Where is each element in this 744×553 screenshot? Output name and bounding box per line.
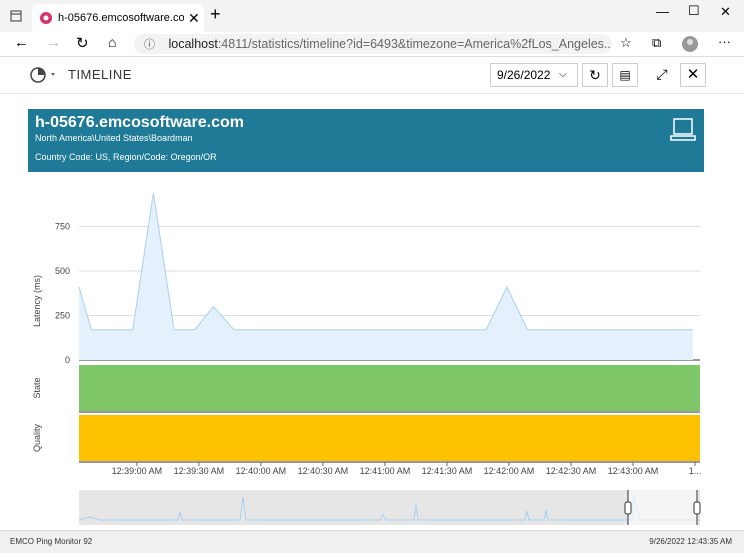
x-tick-label: 12:39:30 AM	[174, 466, 225, 476]
menu[interactable]: ···	[718, 34, 731, 49]
y-tick-label: 250	[55, 311, 70, 321]
y-tick-label: 500	[55, 266, 70, 276]
x-tick-label: 12:40:00 AM	[236, 466, 287, 476]
x-tick-label: 12:43:00 AM	[608, 466, 659, 476]
y-axis-label: Latency (ms)	[32, 275, 42, 327]
chart: 0 250 500 750 Latency (ms) State Quality 12:39:…	[32, 192, 702, 525]
url-rest: :4811/statistics/timeline?id=6493&timezo…	[217, 37, 612, 51]
y-tick-label: 0	[65, 355, 70, 365]
refresh[interactable]: ↻	[582, 63, 608, 87]
host-banner: h-05676.emcosoftware.com North America\U…	[28, 109, 704, 172]
tab-title: h-05676.emcosoftware.com - Ti	[58, 12, 184, 24]
close-tab[interactable]: ✕	[188, 10, 200, 26]
navigator-window[interactable]	[628, 490, 698, 525]
page-title: TIMELINE	[68, 67, 132, 82]
host-codes: Country Code: US, Region/Code: Oregon/OR	[35, 152, 217, 162]
url-host: localhost	[168, 37, 218, 51]
window-icon	[10, 10, 22, 22]
x-tick-label: 12:42:00 AM	[484, 466, 535, 476]
tab[interactable]: h-05676.emcosoftware.com - Ti ✕	[32, 4, 204, 32]
x-tick-label: 12:42:30 AM	[546, 466, 597, 476]
host-name: h-05676.emcosoftware.com	[35, 114, 244, 131]
forward[interactable]: →	[46, 34, 61, 51]
host-icon	[670, 118, 696, 141]
app-header: TIMELINE 9/26/2022 ⌵ ↻ ▤ ⤢ ✕	[0, 57, 744, 94]
date-picker[interactable]: 9/26/2022 ⌵	[490, 63, 578, 87]
latency-line	[78, 192, 693, 331]
close-window[interactable]: ✕	[720, 4, 731, 19]
tab-bar: h-05676.emcosoftware.com - Ti ✕ + — ☐ ✕	[0, 0, 744, 33]
navigator-handle[interactable]	[693, 501, 701, 515]
favicon	[40, 12, 52, 24]
band-label: Quality	[32, 423, 42, 452]
navigator-line	[78, 495, 700, 521]
maximize[interactable]: ☐	[688, 3, 700, 18]
x-tick-label: 12:40:30 AM	[298, 466, 349, 476]
status-time: 9/26/2022 12:43:35 AM	[649, 537, 732, 546]
band	[79, 365, 700, 411]
x-tick-label: 12:41:30 AM	[422, 466, 473, 476]
date-value: 9/26/2022	[497, 68, 551, 82]
latency-area	[79, 192, 693, 360]
navigator-handle[interactable]	[624, 501, 632, 515]
x-tick-label: 12:41:00 AM	[360, 466, 411, 476]
favorites[interactable]: ☆	[620, 35, 632, 50]
navigator[interactable]	[79, 490, 700, 525]
new-tab[interactable]: +	[210, 4, 221, 24]
band	[79, 415, 700, 461]
reload[interactable]: ↻	[76, 35, 89, 52]
url-field[interactable]: ⓘ localhost:4811/statistics/timeline?id=…	[134, 34, 612, 54]
status-bar: EMCO Ping Monitor 92 9/26/2022 12:43:35 …	[0, 530, 744, 553]
profile[interactable]	[682, 36, 698, 52]
fullscreen[interactable]: ⤢	[656, 66, 668, 82]
close[interactable]: ✕	[680, 63, 706, 87]
status-app: EMCO Ping Monitor 92	[10, 537, 93, 546]
minimize[interactable]: —	[656, 4, 669, 19]
x-tick-label: 1...	[689, 466, 702, 476]
export[interactable]: ▤	[612, 63, 638, 87]
host-location: North America\United States\Boardman	[35, 133, 193, 143]
back[interactable]: ←	[14, 34, 29, 51]
collections[interactable]: ⧉	[652, 35, 662, 50]
home[interactable]: ⌂	[108, 34, 117, 50]
y-tick-label: 750	[55, 222, 70, 232]
x-tick-label: 12:39:00 AM	[112, 466, 163, 476]
view-menu[interactable]	[30, 67, 58, 83]
band-label: State	[32, 377, 42, 398]
